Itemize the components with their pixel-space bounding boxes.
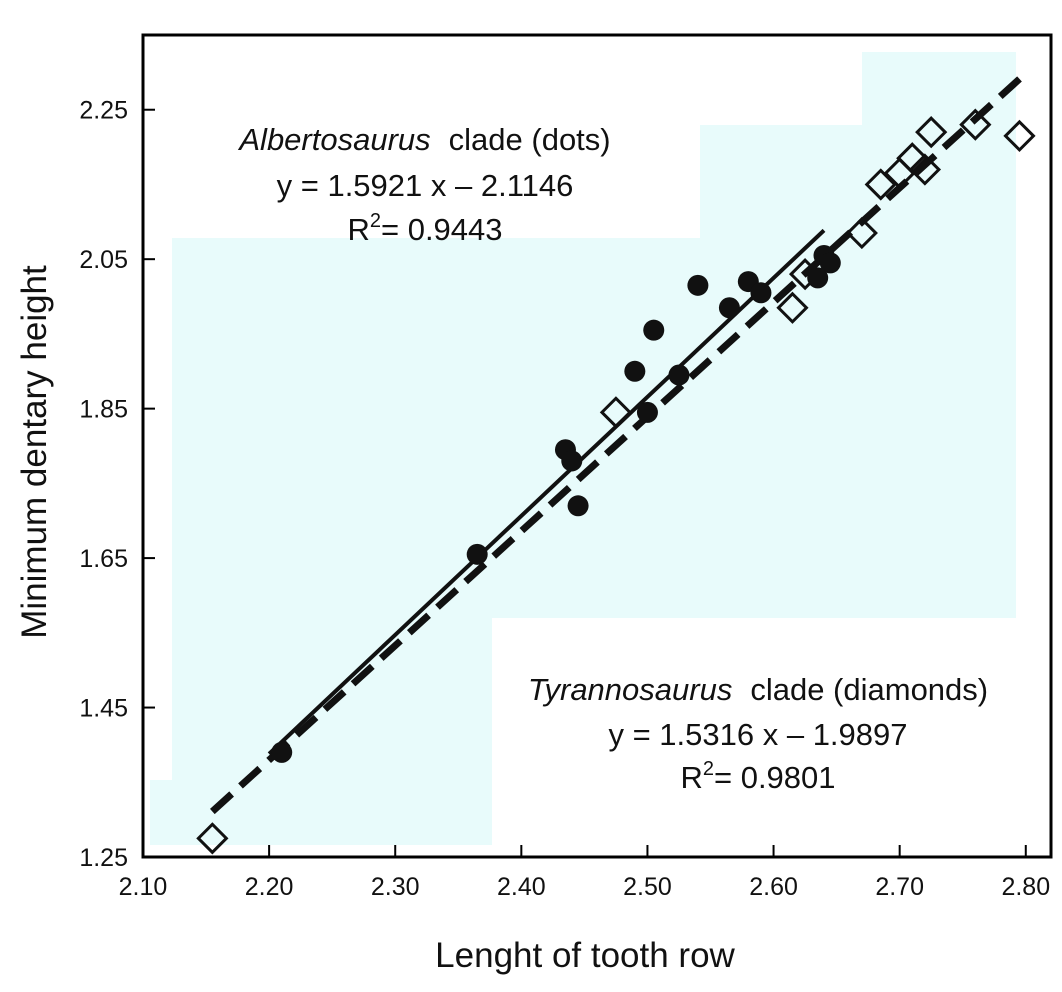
- tyrannosaurus-point: [776, 291, 809, 324]
- plot-frame: [141, 33, 1053, 859]
- background-tint: [150, 52, 1016, 845]
- tyrannosaurus-point: [599, 396, 633, 429]
- albertosaurus-r2-value: = 0.9443: [381, 212, 503, 247]
- tyrannosaurus-r2-sup: 2: [703, 758, 714, 780]
- y-tick-label: 1.65: [79, 545, 128, 573]
- x-tick-label: 2.50: [623, 873, 672, 901]
- albertosaurus-label-rest: clade (dots): [449, 122, 611, 157]
- tyrannosaurus-equation: y = 1.5316 x – 1.9897: [608, 717, 907, 752]
- tyrannosaurus-point: [788, 258, 822, 291]
- background-tint-region: [150, 52, 1016, 845]
- tyrannosaurus-point: [864, 168, 897, 201]
- tyrannosaurus-point: [196, 822, 229, 855]
- x-tick-label: 2.60: [749, 873, 798, 901]
- albertosaurus-r2-sup: 2: [370, 210, 381, 232]
- x-tick-label: 2.30: [371, 873, 420, 901]
- tyrannosaurus-r2-prefix: R: [680, 760, 702, 795]
- albertosaurus-r2: R2= 0.9443: [347, 210, 502, 247]
- tyrannosaurus-fit-line: [210, 70, 1029, 815]
- y-tick-label: 2.05: [79, 246, 128, 274]
- y-axis-title: Minimum dentary height: [15, 265, 54, 639]
- x-tick-label: 2.10: [119, 873, 168, 901]
- albertosaurus-point: [271, 741, 293, 763]
- tyrannosaurus-r2-value: = 0.9801: [714, 760, 836, 795]
- albertosaurus-title: Albertosaurus clade (dots): [237, 122, 610, 157]
- albertosaurus-point: [687, 274, 709, 296]
- x-axis-title: Lenght of tooth row: [435, 936, 735, 975]
- albertosaurus-point: [668, 364, 690, 386]
- albertosaurus-point: [561, 450, 583, 472]
- axis-ticks: 2.10 2.20 2.30 2.40 2.50 2.60 2.70 2.80 1.25 1.45…: [79, 97, 1050, 901]
- albertosaurus-point: [643, 319, 665, 341]
- y-tick-label: 2.25: [79, 97, 128, 125]
- tyrannosaurus-point: [959, 108, 992, 141]
- albertosaurus-equation: y = 1.5921 x – 2.1146: [277, 168, 574, 203]
- y-tick-label: 1.25: [79, 844, 128, 872]
- albertosaurus-point: [718, 297, 740, 319]
- y-tick-label: 1.85: [79, 396, 128, 424]
- albertosaurus-point: [750, 282, 772, 304]
- albertosaurus-point: [624, 360, 646, 382]
- albertosaurus-r2-prefix: R: [347, 212, 369, 247]
- albertosaurus-point: [466, 543, 488, 565]
- albertosaurus-point: [636, 401, 658, 423]
- tyrannosaurus-point: [1003, 119, 1036, 153]
- data-points: [196, 108, 1036, 855]
- albertosaurus-point: [567, 495, 589, 517]
- albertosaurus-annotation: Albertosaurus clade (dots) y = 1.5921 x –…: [237, 122, 610, 247]
- tyrannosaurus-genus: Tyrannosaurus: [528, 672, 732, 707]
- albertosaurus-point: [819, 252, 841, 274]
- x-tick-label: 2.20: [245, 873, 294, 901]
- albertosaurus-point: [807, 267, 829, 289]
- tyrannosaurus-point: [915, 116, 948, 149]
- y-tick-label: 1.45: [79, 695, 128, 723]
- x-tick-label: 2.80: [1001, 873, 1050, 901]
- tyrannosaurus-annotation: Tyrannosaurus clade (diamonds) y = 1.5316…: [528, 672, 988, 795]
- x-tick-label: 2.40: [497, 873, 546, 901]
- albertosaurus-genus: Albertosaurus: [237, 122, 430, 157]
- tyrannosaurus-label-rest: clade (diamonds): [750, 672, 988, 707]
- x-tick-label: 2.70: [875, 873, 924, 901]
- tyrannosaurus-point: [908, 153, 942, 186]
- tyrannosaurus-title: Tyrannosaurus clade (diamonds): [528, 672, 988, 707]
- tyrannosaurus-point: [845, 216, 878, 250]
- tyrannosaurus-r2: R2= 0.9801: [680, 758, 835, 795]
